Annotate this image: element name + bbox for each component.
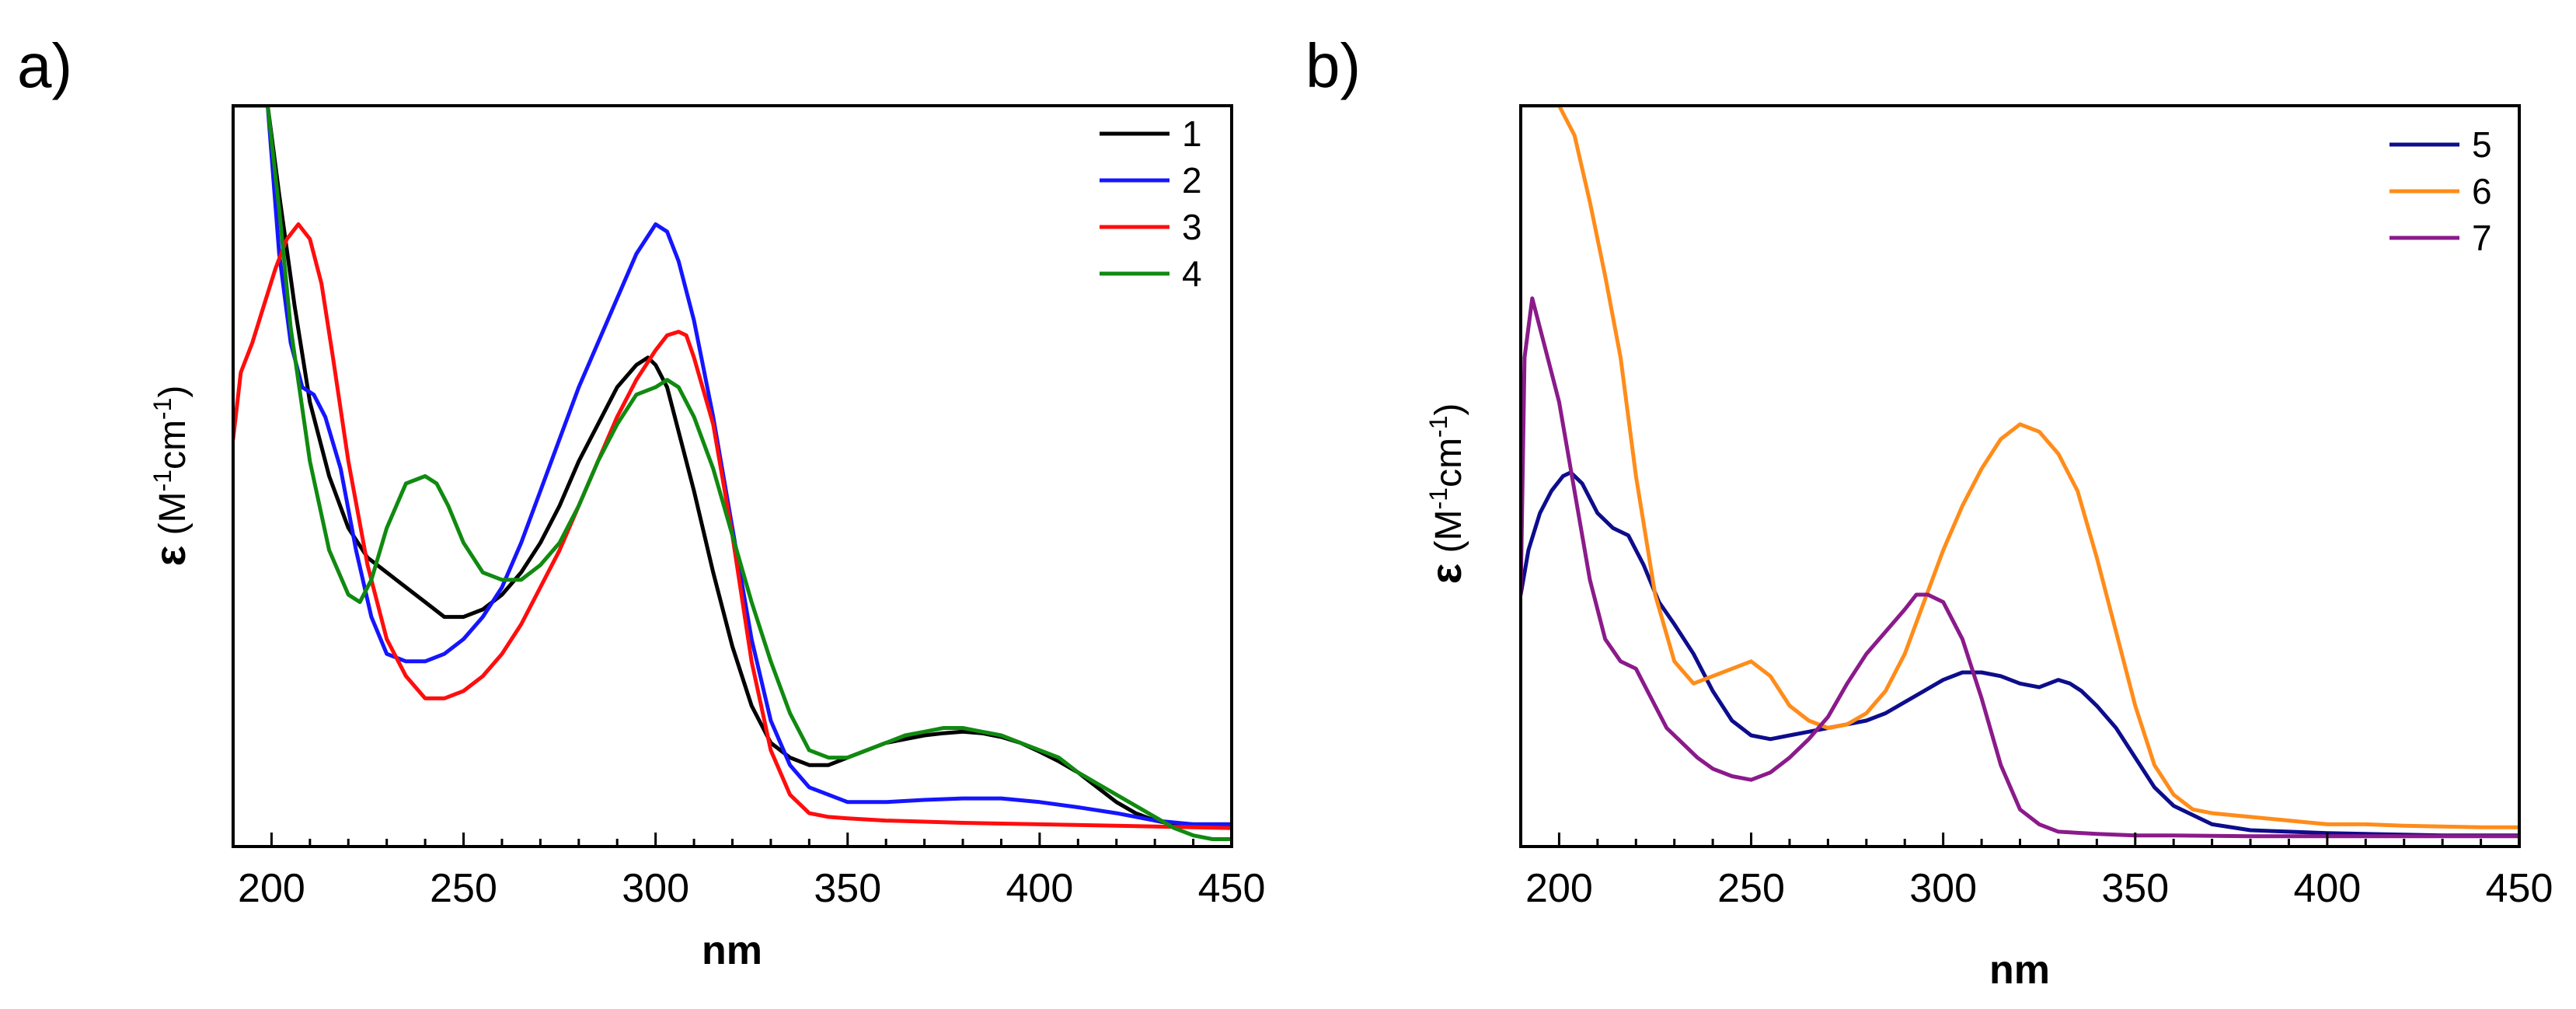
panel-b-series	[1521, 106, 2519, 839]
x-tick-label: 450	[1198, 866, 1266, 911]
legend-label-4: 4	[1182, 253, 1202, 294]
series-line-5	[1521, 470, 2519, 838]
x-tick-label: 350	[2101, 866, 2169, 911]
series-line-2	[233, 106, 1232, 826]
legend-label-5: 5	[2472, 124, 2492, 165]
x-tick-label: 350	[814, 866, 881, 911]
panel-b-y-axis-title: ε (M-1cm-1)	[1421, 403, 1470, 585]
panel-a-x-axis-title: nm	[702, 928, 762, 973]
x-tick-label: 300	[1909, 866, 1977, 911]
panel-a-label: a)	[17, 31, 72, 100]
legend-label-2: 2	[1182, 160, 1202, 201]
panel-a-ticks: 200 250 300 350 400 450	[238, 833, 1265, 911]
panel-a: a) 200 250 300 350 400 450 1 2 3 4 nm ε (M-1cm-1…	[17, 31, 1265, 973]
panel-b-ticks: 200 250 300 350 400 450	[1525, 833, 2553, 911]
x-tick-label: 400	[1006, 866, 1074, 911]
panel-a-series	[233, 106, 1232, 841]
panel-b-legend: 5 6 7	[2390, 124, 2492, 258]
x-tick-label: 250	[430, 866, 497, 911]
panel-b-plot-frame	[1519, 104, 2521, 848]
x-tick-label: 200	[1525, 866, 1593, 911]
panel-a-plot-frame	[232, 104, 1233, 848]
series-line-3	[233, 222, 1232, 830]
panel-a-legend: 1 2 3 4	[1100, 113, 1202, 294]
panel-a-y-axis-title: ε (M-1cm-1)	[145, 386, 194, 567]
series-line-6	[1521, 106, 2519, 829]
x-tick-label: 300	[622, 866, 689, 911]
legend-label-7: 7	[2472, 218, 2492, 258]
x-tick-label: 450	[2486, 866, 2553, 911]
legend-label-1: 1	[1182, 113, 1202, 154]
legend-label-3: 3	[1182, 207, 1202, 247]
panel-b: b) 200 250 300 350 400 450 5 6 7 nm ε (M-1cm-1)	[1305, 31, 2553, 993]
x-tick-label: 200	[238, 866, 305, 911]
series-line-7	[1521, 296, 2519, 839]
series-line-4	[233, 106, 1232, 841]
panel-b-x-axis-title: nm	[1989, 948, 2050, 993]
x-tick-label: 250	[1717, 866, 1785, 911]
x-tick-label: 400	[2294, 866, 2362, 911]
series-line-1	[233, 106, 1232, 826]
panel-b-label: b)	[1305, 31, 1361, 100]
legend-label-6: 6	[2472, 171, 2492, 211]
